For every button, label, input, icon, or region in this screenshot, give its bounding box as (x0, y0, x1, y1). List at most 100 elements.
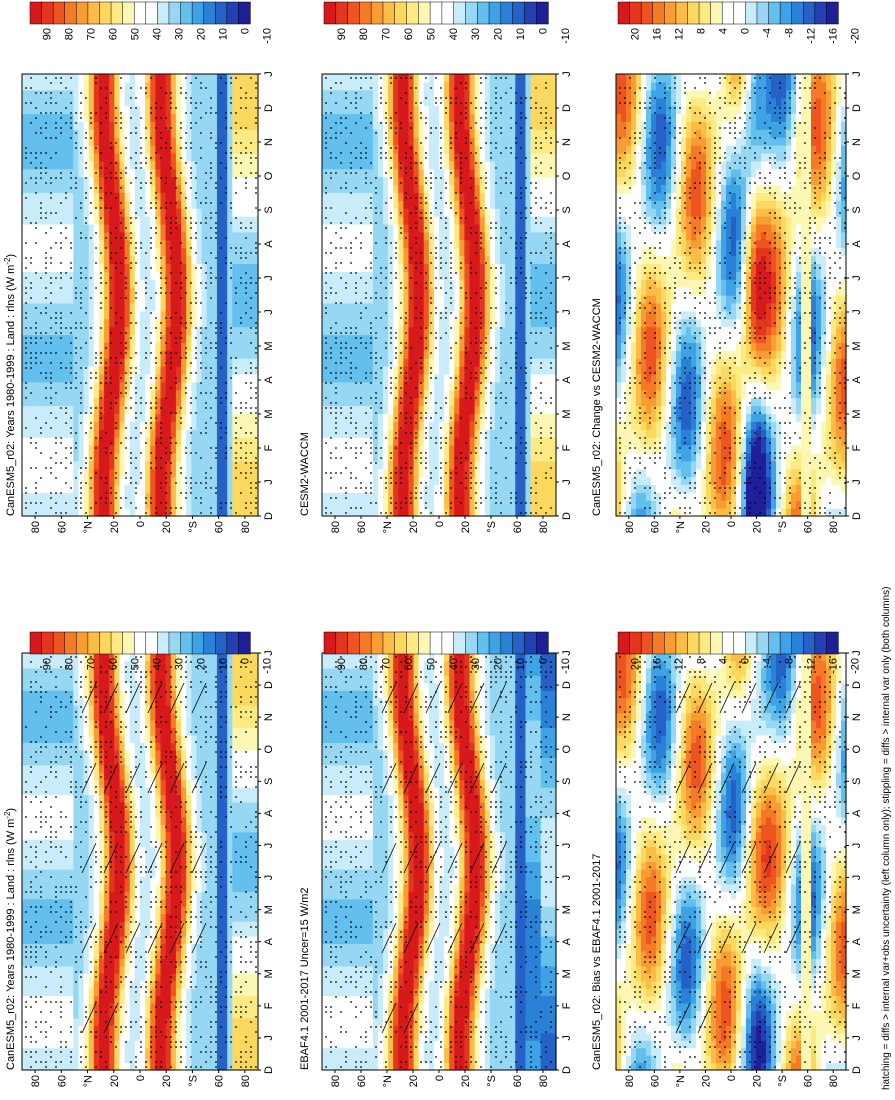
heat-cell (63, 698, 69, 706)
heat-cell (63, 847, 69, 855)
heat-cell (145, 1040, 151, 1048)
heat-cell (135, 698, 141, 706)
heat-cell (73, 899, 79, 907)
heat-cell (37, 914, 43, 922)
heat-cell (43, 884, 49, 892)
heat-cell (99, 832, 105, 840)
heat-cell (78, 809, 84, 817)
heat-cell (48, 839, 54, 847)
heat-cell (119, 742, 125, 750)
heat-cell (99, 1063, 105, 1071)
heat-cell (53, 809, 59, 817)
heat-cell (150, 727, 156, 735)
heat-cell (84, 839, 90, 847)
heat-cell (63, 899, 69, 907)
heat-cell (84, 742, 90, 750)
heat-cell (63, 966, 69, 974)
heat-cell (78, 839, 84, 847)
heat-cell (68, 772, 74, 780)
heat-cell (63, 713, 69, 721)
heat-cell (48, 750, 54, 758)
heat-cell (84, 914, 90, 922)
heat-cell (22, 727, 28, 735)
heat-cell (32, 765, 38, 773)
heat-cell (155, 742, 161, 750)
heat-cell (73, 1048, 79, 1056)
heat-cell (155, 869, 161, 877)
heat-cell (125, 996, 131, 1004)
heat-cell (109, 742, 115, 750)
heat-cell (84, 683, 90, 691)
heat-cell (32, 794, 38, 802)
heat-cell (89, 720, 95, 728)
heat-cell (99, 847, 105, 855)
heat-cell (73, 929, 79, 937)
heat-cell (68, 869, 74, 877)
heat-cell (37, 839, 43, 847)
heat-cell (68, 817, 74, 825)
heat-cell (43, 765, 49, 773)
heat-cell (94, 794, 100, 802)
heat-cell (145, 1033, 151, 1041)
heat-cell (155, 757, 161, 765)
heat-cell (78, 817, 84, 825)
heat-cell (32, 809, 38, 817)
heat-cell (27, 690, 33, 698)
heat-cell (27, 943, 33, 951)
heat-cell (53, 787, 59, 795)
heat-cell (99, 958, 105, 966)
heat-cell (114, 966, 120, 974)
heat-cell (114, 802, 120, 810)
heat-cell (84, 854, 90, 862)
heat-cell (63, 750, 69, 758)
heat-cell (43, 1003, 49, 1011)
heat-cell (125, 757, 131, 765)
heat-cell (37, 1033, 43, 1041)
heat-cell (58, 943, 64, 951)
heat-cell (43, 750, 49, 758)
heat-cell (125, 742, 131, 750)
heat-cell (53, 1018, 59, 1026)
heat-cell (94, 1003, 100, 1011)
heat-cell (68, 683, 74, 691)
heat-cell (27, 1063, 33, 1071)
heat-cell (114, 914, 120, 922)
heat-cell (109, 1003, 115, 1011)
heat-cell (104, 839, 110, 847)
heat-cell (27, 966, 33, 974)
heat-cell (63, 802, 69, 810)
heat-cell (145, 973, 151, 981)
heat-cell (32, 1048, 38, 1056)
heat-cell (145, 757, 151, 765)
heat-cell (119, 824, 125, 832)
heat-cell (130, 1048, 136, 1056)
heat-cell (73, 832, 79, 840)
heat-cell (58, 839, 64, 847)
heat-cell (140, 906, 146, 914)
heat-cell (161, 973, 167, 981)
heat-cell (130, 705, 136, 713)
heat-cell (135, 869, 141, 877)
heat-cell (27, 750, 33, 758)
heat-cell (43, 876, 49, 884)
heat-cell (94, 824, 100, 832)
heat-cell (48, 936, 54, 944)
heat-cell (53, 780, 59, 788)
heat-cell (94, 981, 100, 989)
heat-cell (37, 675, 43, 683)
heat-cell (68, 720, 74, 728)
heat-cell (63, 958, 69, 966)
heat-cell (140, 1063, 146, 1071)
heat-cell (150, 794, 156, 802)
heat-cell (37, 713, 43, 721)
heat-cell (53, 802, 59, 810)
heat-cell (94, 802, 100, 810)
heat-cell (145, 996, 151, 1004)
heat-cell (53, 906, 59, 914)
heat-cell (37, 780, 43, 788)
heat-cell (155, 750, 161, 758)
heat-cell (140, 1033, 146, 1041)
heat-cell (32, 757, 38, 765)
heat-cell (161, 929, 167, 937)
heat-cell (125, 839, 131, 847)
